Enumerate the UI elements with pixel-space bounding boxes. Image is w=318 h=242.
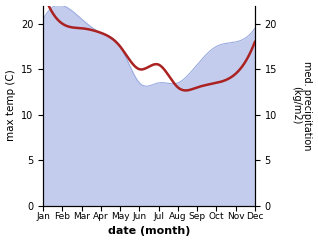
X-axis label: date (month): date (month): [108, 227, 190, 236]
Y-axis label: med. precipitation
(kg/m2): med. precipitation (kg/m2): [291, 61, 313, 150]
Y-axis label: max temp (C): max temp (C): [5, 70, 16, 142]
